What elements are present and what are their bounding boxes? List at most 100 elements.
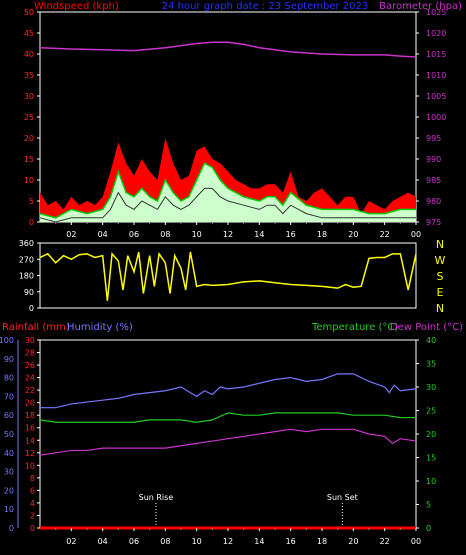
windspeed-tick-label: 30 [24, 92, 34, 101]
direction-series [39, 251, 417, 301]
rainfall-tick-label: 20 [25, 399, 35, 408]
temp-x-tick-label: 20 [348, 537, 358, 546]
humidity-tick-label: 70 [4, 392, 14, 401]
direction-tick-label: 0 [29, 304, 34, 313]
barometer-tick-label: 975 [426, 218, 441, 227]
barometer-tick-label: 980 [426, 197, 441, 206]
wind-x-tick-label: 00 [411, 230, 421, 239]
temp-x-tick-label: 12 [223, 537, 233, 546]
humidity-tick-label: 50 [4, 430, 14, 439]
barometer-line [39, 41, 417, 58]
barometer-tick-label: 1010 [426, 71, 446, 80]
graph-date-title: 24 hour graph date : 23 September 2023 [162, 1, 369, 12]
rainfall-tick-label: 12 [25, 449, 35, 458]
compass-label: N [436, 302, 444, 315]
temperature-tick-label: 5 [426, 501, 431, 510]
sun-rise-label: Sun Rise [139, 493, 174, 502]
windspeed-tick-label: 35 [24, 71, 34, 80]
temp-x-tick-label: 22 [380, 537, 390, 546]
temp-humidity-frame [39, 339, 417, 529]
humidity-tick-label: 80 [4, 374, 14, 383]
windspeed-tick-label: 40 [24, 50, 34, 59]
wind-x-tick-label: 20 [348, 230, 358, 239]
temperature-tick-label: 20 [426, 430, 436, 439]
windspeed-tick-label: 5 [29, 197, 34, 206]
humidity-tick-label: 20 [4, 486, 14, 495]
temp-x-tick-label: 10 [192, 537, 202, 546]
compass-label: W [435, 254, 446, 267]
humidity-tick-label: 10 [4, 505, 14, 514]
temperature-axis: 0 5 10 15 20 25 30 35 40 [416, 336, 436, 533]
wind-direction-line [39, 251, 417, 301]
rainfall-title: Rainfall (mm) [2, 322, 70, 333]
barometer-title: Barometer (hpa) [379, 1, 462, 12]
temperature-tick-label: 35 [426, 360, 436, 369]
wind-average-line [39, 162, 416, 219]
wind-x-tick-label: 06 [129, 230, 139, 239]
windspeed-tick-label: 20 [24, 134, 34, 143]
windspeed-tick-label: 50 [24, 8, 34, 17]
temperature-tick-label: 40 [426, 336, 436, 345]
temp-series [39, 373, 417, 530]
wind-x-tick-label: 22 [380, 230, 390, 239]
temp-x-tick-label: 16 [286, 537, 296, 546]
temperature-tick-label: 25 [426, 407, 436, 416]
windspeed-tick-label: 0 [29, 218, 34, 227]
barometer-tick-label: 1025 [426, 8, 446, 17]
windspeed-tick-label: 10 [24, 176, 34, 185]
windspeed-axis: 0 5 10 15 20 25 30 35 40 45 50 [24, 8, 40, 227]
dewpoint-line [39, 428, 417, 456]
humidity-tick-label: 90 [4, 355, 14, 364]
temperature-tick-label: 30 [426, 383, 436, 392]
temp-x-tick-label: 04 [98, 537, 108, 546]
barometer-tick-label: 990 [426, 155, 441, 164]
compass-label: N [436, 238, 444, 251]
wind-x-tick-label: 02 [66, 230, 76, 239]
wind-x-tick-label: 08 [160, 230, 170, 239]
humidity-line [40, 373, 417, 409]
windspeed-tick-label: 15 [24, 155, 34, 164]
wind-x-tick-label: 18 [317, 230, 327, 239]
temperature-title: Temperature (°C) [311, 322, 398, 333]
temp-x-tick-label: 14 [254, 537, 264, 546]
wind-direction-frame [39, 242, 417, 309]
humidity-title: Humidity (%) [67, 322, 133, 333]
rainfall-tick-label: 28 [25, 349, 35, 358]
barometer-tick-label: 995 [426, 134, 441, 143]
temp-x-axis: 02 04 06 08 10 12 14 16 18 20 22 00 [55, 528, 421, 546]
temperature-line [39, 412, 416, 423]
temp-x-tick-label: 00 [411, 537, 421, 546]
rainfall-tick-label: 10 [25, 461, 35, 470]
direction-axis: 0 90 180 270 360 [19, 239, 40, 313]
wind-series [39, 41, 417, 223]
humidity-tick-label: 30 [4, 468, 14, 477]
temp-x-tick-label: 18 [317, 537, 327, 546]
barometer-tick-label: 1005 [426, 92, 446, 101]
windspeed-title: Windspeed (kph) [34, 1, 119, 12]
temperature-tick-label: 10 [426, 477, 436, 486]
barometer-tick-label: 1020 [426, 29, 446, 38]
humidity-axis: 0 10 20 30 40 50 60 70 80 90 100 [0, 336, 19, 533]
temp-x-tick-label: 02 [66, 537, 76, 546]
wind-low-line [39, 187, 416, 223]
dewpoint-title: Dew Point (°C) [390, 322, 463, 333]
rainfall-tick-label: 4 [30, 499, 35, 508]
rainfall-tick-label: 30 [25, 336, 35, 345]
humidity-tick-label: 40 [4, 449, 14, 458]
rainfall-tick-label: 0 [30, 524, 35, 533]
rainfall-tick-label: 26 [25, 361, 35, 370]
humidity-tick-label: 0 [9, 524, 14, 533]
rainfall-tick-label: 2 [30, 511, 35, 520]
wind-x-tick-label: 16 [286, 230, 296, 239]
wind-x-tick-label: 12 [223, 230, 233, 239]
humidity-tick-label: 100 [0, 336, 14, 345]
wind-x-tick-label: 14 [254, 230, 264, 239]
rainfall-tick-label: 6 [30, 486, 35, 495]
barometer-tick-label: 1000 [426, 113, 446, 122]
humidity-tick-label: 60 [4, 411, 14, 420]
direction-tick-label: 90 [24, 288, 34, 297]
